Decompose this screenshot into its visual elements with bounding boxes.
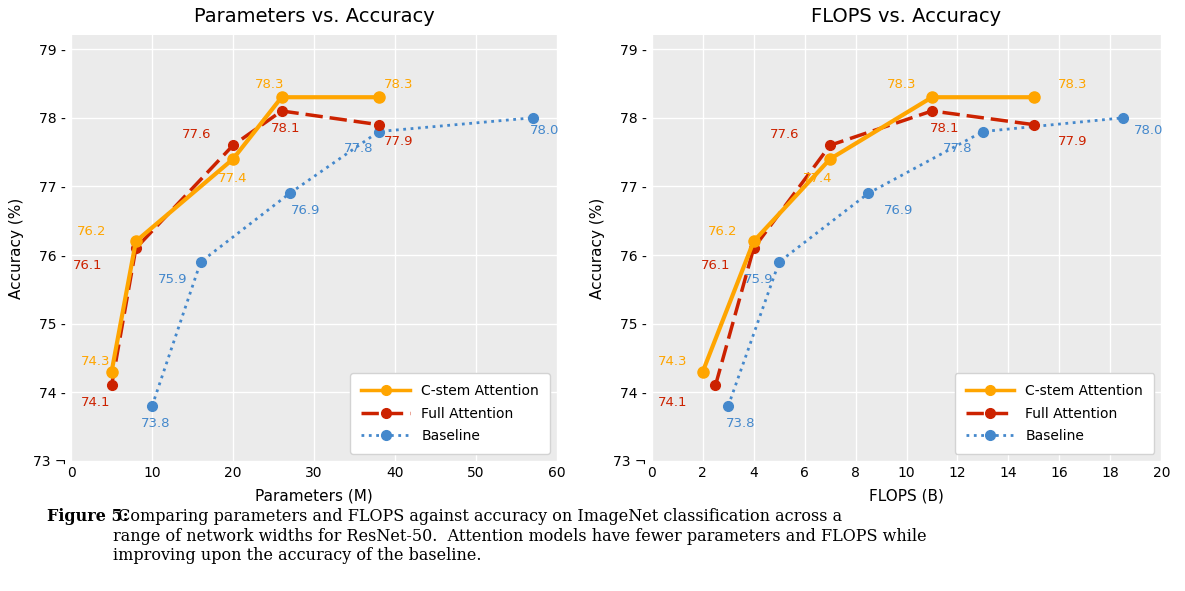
Title: Parameters vs. Accuracy: Parameters vs. Accuracy (193, 7, 435, 25)
Text: 76.2: 76.2 (709, 225, 738, 238)
Baseline (372, 128, 386, 135)
X-axis label: Parameters (M): Parameters (M) (255, 488, 373, 503)
Baseline (145, 402, 159, 410)
Text: 74.3: 74.3 (81, 355, 110, 368)
Full Attention (822, 142, 837, 149)
Line: Full Attention: Full Attention (711, 106, 1039, 390)
Full Attention (129, 245, 143, 252)
Baseline (1116, 114, 1130, 121)
Text: 77.9: 77.9 (384, 135, 414, 148)
C-stem Attention (226, 155, 241, 163)
Full Attention (372, 121, 386, 128)
Text: 77.4: 77.4 (218, 172, 248, 185)
Baseline (773, 258, 787, 265)
Full Attention (747, 245, 761, 252)
Full Attention (104, 382, 118, 389)
C-stem Attention (822, 155, 837, 163)
C-stem Attention (129, 238, 143, 245)
X-axis label: FLOPS (B): FLOPS (B) (869, 488, 944, 503)
Text: 76.9: 76.9 (292, 204, 321, 217)
Full Attention (925, 108, 940, 115)
Text: 76.1: 76.1 (72, 259, 102, 272)
Text: 78.0: 78.0 (530, 124, 559, 137)
Full Attention (1026, 121, 1040, 128)
Full Attention (226, 142, 241, 149)
Line: Baseline: Baseline (723, 113, 1128, 411)
Text: 73.8: 73.8 (141, 417, 171, 430)
Text: 77.8: 77.8 (344, 142, 373, 155)
C-stem Attention (747, 238, 761, 245)
Text: 77.6: 77.6 (181, 128, 211, 141)
C-stem Attention (275, 94, 289, 101)
Text: 78.1: 78.1 (930, 122, 960, 135)
Legend: C-stem Attention, Full Attention, Baseline: C-stem Attention, Full Attention, Baseli… (955, 373, 1154, 454)
Text: 75.9: 75.9 (158, 272, 187, 285)
C-stem Attention (1026, 94, 1040, 101)
Text: 77.4: 77.4 (802, 172, 832, 185)
Baseline (976, 128, 991, 135)
Text: 74.1: 74.1 (81, 396, 110, 409)
Legend: C-stem Attention, Full Attention, Baseline: C-stem Attention, Full Attention, Baseli… (351, 373, 550, 454)
C-stem Attention (925, 94, 940, 101)
C-stem Attention (696, 368, 710, 375)
Text: 76.2: 76.2 (77, 225, 107, 238)
Text: 74.3: 74.3 (658, 355, 687, 368)
Baseline (282, 190, 296, 197)
Text: 76.9: 76.9 (884, 204, 914, 217)
C-stem Attention (372, 94, 386, 101)
Title: FLOPS vs. Accuracy: FLOPS vs. Accuracy (812, 7, 1001, 25)
Text: 77.9: 77.9 (1057, 135, 1087, 148)
Text: 73.8: 73.8 (726, 417, 756, 430)
Line: C-stem Attention: C-stem Attention (105, 92, 384, 377)
Line: Full Attention: Full Attention (107, 106, 384, 390)
Text: 78.1: 78.1 (271, 122, 301, 135)
Text: 77.8: 77.8 (943, 142, 972, 155)
Baseline (861, 190, 876, 197)
Line: Baseline: Baseline (147, 113, 538, 411)
Y-axis label: Accuracy (%): Accuracy (%) (9, 197, 25, 299)
Line: C-stem Attention: C-stem Attention (697, 92, 1039, 377)
Baseline (193, 258, 207, 265)
Text: 78.3: 78.3 (1057, 79, 1087, 92)
Text: 78.3: 78.3 (384, 79, 414, 92)
Y-axis label: Accuracy (%): Accuracy (%) (590, 197, 606, 299)
C-stem Attention (104, 368, 118, 375)
Text: 78.3: 78.3 (255, 79, 284, 92)
Text: 75.9: 75.9 (744, 272, 774, 285)
Baseline (525, 114, 539, 121)
Full Attention (275, 108, 289, 115)
Text: 78.3: 78.3 (886, 79, 916, 92)
Text: 76.1: 76.1 (700, 259, 730, 272)
Text: 74.1: 74.1 (658, 396, 687, 409)
Text: 78.0: 78.0 (1134, 124, 1164, 137)
Baseline (720, 402, 735, 410)
Text: Figure 5:: Figure 5: (47, 508, 129, 525)
Full Attention (709, 382, 723, 389)
Text: 77.6: 77.6 (769, 128, 799, 141)
Text: Comparing parameters and FLOPS against accuracy on ImageNet classification acros: Comparing parameters and FLOPS against a… (113, 508, 927, 564)
